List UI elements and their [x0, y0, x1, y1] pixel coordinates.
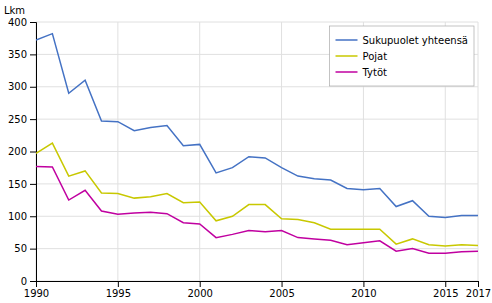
tick: 1995 [106, 281, 131, 299]
legend: Sukupuolet yhteensä Pojat Tytöt [330, 26, 475, 86]
tick-label: 2017 [466, 288, 491, 299]
tick-label: 150 [8, 179, 27, 190]
y-axis: 0 50 100 150 200 250 300 350 400 [8, 17, 37, 287]
tick-label: 2000 [187, 288, 212, 299]
tick-label: 250 [8, 114, 27, 125]
tick-mark [282, 281, 283, 287]
tick-mark [30, 54, 36, 55]
legend-item: Sukupuolet yhteensä [336, 35, 469, 46]
grid-line [117, 22, 118, 281]
tick-label: 2015 [433, 288, 458, 299]
tick: 200 [8, 146, 36, 157]
grid-line [478, 22, 479, 281]
legend-item: Pojat [336, 51, 388, 62]
tick-mark [30, 249, 36, 250]
tick: 50 [14, 243, 36, 254]
tick: 2015 [433, 281, 458, 299]
tick: 350 [8, 49, 36, 60]
tick-label: 1995 [106, 288, 131, 299]
legend-label: Sukupuolet yhteensä [363, 35, 469, 46]
grid-line [36, 151, 478, 152]
legend-label: Pojat [363, 51, 388, 62]
grid-line [199, 22, 200, 281]
tick: 150 [8, 179, 36, 190]
tick-mark [30, 119, 36, 120]
tick-mark [30, 22, 36, 23]
chart: 1990 1995 2000 2005 2010 2015 2017 0 50 100 150 200… [0, 0, 492, 303]
tick-mark [200, 281, 201, 287]
tick-mark [30, 152, 36, 153]
tick-mark [30, 87, 36, 88]
tick: 1990 [24, 281, 49, 299]
x-axis: 1990 1995 2000 2005 2010 2015 2017 [24, 281, 491, 299]
grid-line [36, 183, 478, 184]
tick-mark [30, 216, 36, 217]
tick: 0 [21, 276, 36, 287]
tick-label: 400 [8, 17, 27, 28]
tick-label: 1990 [24, 288, 49, 299]
tick-label: 350 [8, 49, 27, 60]
grid [36, 22, 478, 281]
tick-label: 300 [8, 81, 27, 92]
tick: 2005 [269, 281, 294, 299]
tick-label: 0 [21, 276, 27, 287]
series-line [36, 166, 478, 253]
tick-label: 2010 [351, 288, 376, 299]
tick-label: 50 [14, 243, 27, 254]
axis-line [37, 282, 479, 288]
axis-line [30, 23, 37, 282]
grid-line [36, 119, 478, 120]
tick: 100 [8, 211, 36, 222]
tick-label: 100 [8, 211, 27, 222]
tick-mark [30, 281, 36, 282]
legend-swatch [336, 55, 358, 57]
plot: 1990 1995 2000 2005 2010 2015 2017 0 50 100 150 200… [4, 5, 491, 299]
tick-mark [363, 281, 364, 287]
legend-swatch [336, 71, 358, 73]
tick-mark [30, 184, 36, 185]
tick: 400 [8, 17, 36, 28]
tick-label: 200 [8, 146, 27, 157]
tick: 2000 [187, 281, 212, 299]
grid-line [36, 22, 478, 23]
tick: 300 [8, 81, 36, 92]
legend-item: Tytöt [336, 67, 388, 78]
tick-mark [118, 281, 119, 287]
grid-line [281, 22, 282, 281]
tick: 2010 [351, 281, 376, 299]
tick: 250 [8, 114, 36, 125]
tick: 2017 [466, 281, 491, 299]
tick-label: 2005 [269, 288, 294, 299]
tick-mark [478, 281, 479, 287]
legend-box [330, 26, 475, 86]
grid-line [36, 216, 478, 217]
legend-swatch [336, 39, 358, 41]
tick-mark [445, 281, 446, 287]
legend-label: Tytöt [362, 67, 388, 78]
axis-title: Lkm [4, 5, 25, 16]
grid-line [36, 86, 478, 87]
